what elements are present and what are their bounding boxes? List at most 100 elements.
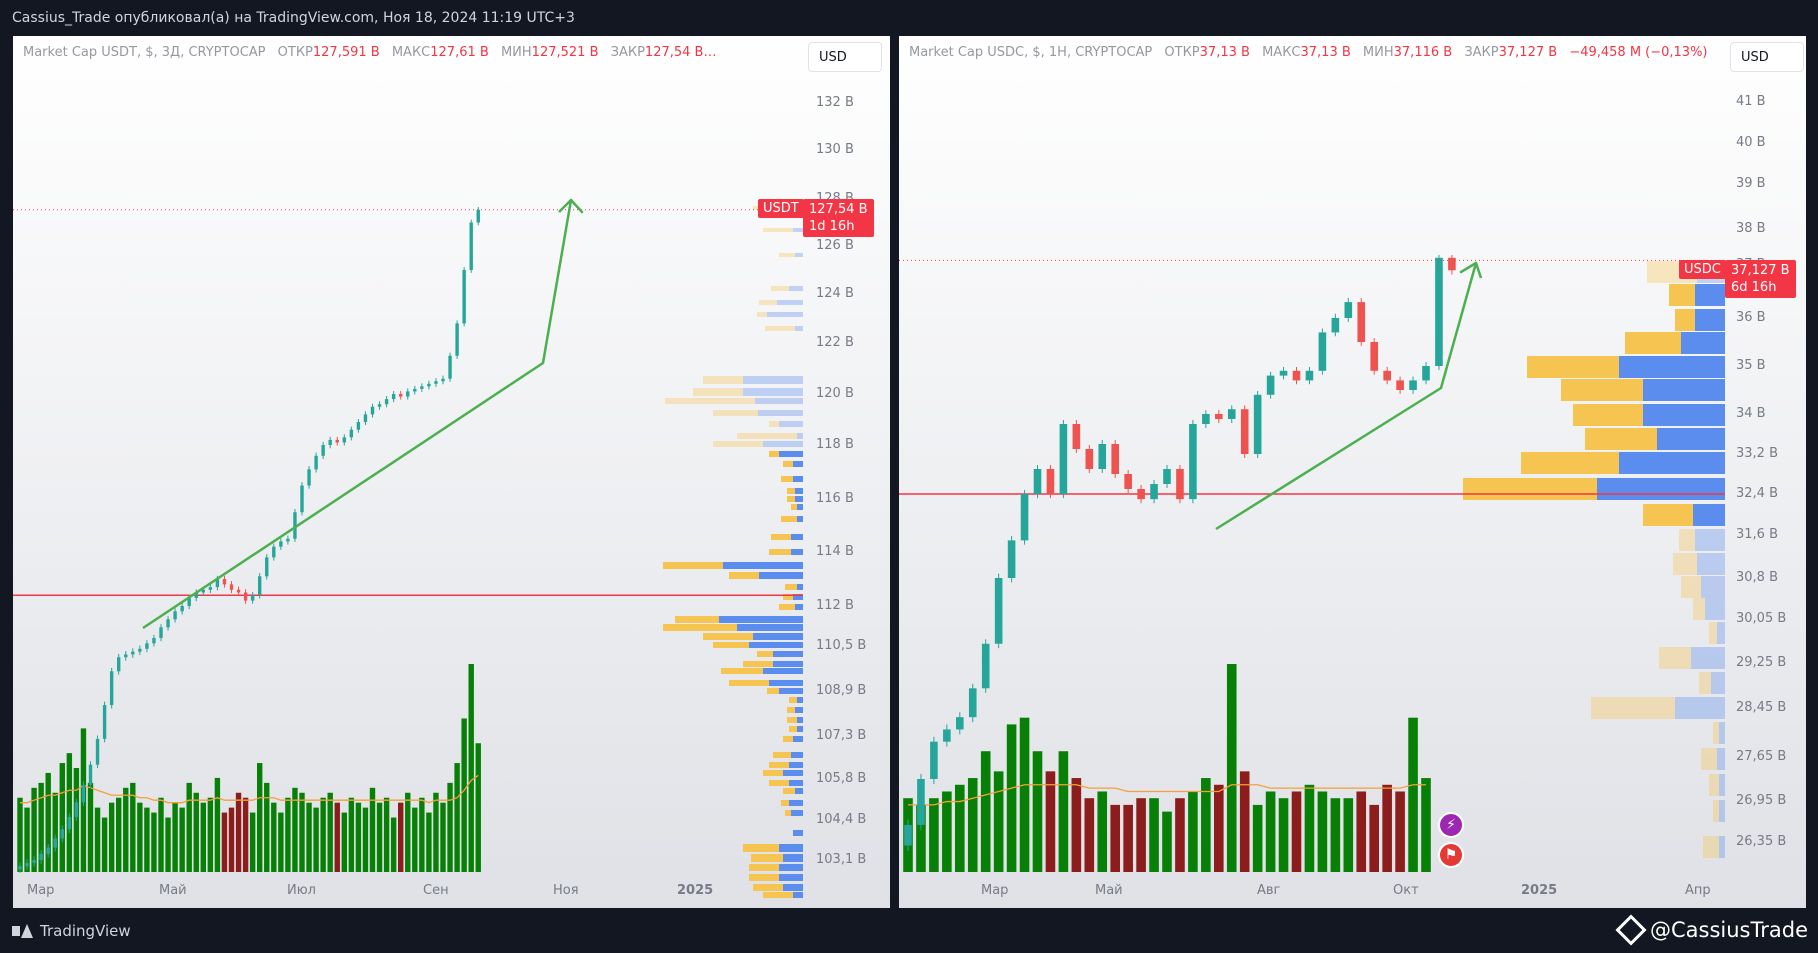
candle-body: [956, 717, 964, 730]
volume-profile-down: [751, 854, 783, 862]
candle-body: [1266, 375, 1275, 395]
candle-body: [1202, 414, 1210, 424]
volume-bar: [419, 797, 425, 872]
chart-panel-usdt[interactable]: Market Cap USDT, $, 3Д, CRYPTOCAP ОТКР12…: [13, 36, 890, 908]
volume-bar: [249, 812, 256, 872]
volume-profile-up: [789, 780, 803, 786]
volume-bar: [355, 802, 362, 872]
chart-canvas-usdt[interactable]: [13, 36, 890, 908]
candle-body: [109, 671, 114, 706]
candle-body: [917, 779, 925, 825]
chart-canvas-usdc[interactable]: [899, 36, 1806, 908]
volume-profile-down: [781, 476, 793, 482]
volume-profile-up: [795, 788, 803, 794]
candle-body: [180, 606, 184, 612]
price-tick-label: 27,65 B: [1736, 749, 1787, 764]
candle-body: [1227, 409, 1236, 419]
candle-body: [391, 394, 396, 400]
currency-button[interactable]: USD: [1730, 42, 1804, 72]
candle-body: [222, 579, 227, 585]
volume-bar: [299, 792, 305, 872]
price-tick-label: 41 B: [1736, 94, 1766, 109]
volume-profile-down: [721, 668, 763, 674]
volume-profile-down: [665, 398, 755, 404]
volume-bar: [1265, 791, 1276, 872]
candle-body: [243, 592, 248, 601]
chart-background: [13, 36, 890, 908]
candle-body: [441, 378, 445, 382]
volume-bar: [1343, 798, 1354, 872]
volume-profile-down: [1669, 284, 1695, 306]
volume-bar: [52, 792, 58, 872]
candle-body: [32, 860, 36, 864]
volume-profile-up: [773, 661, 803, 667]
volume-bar: [468, 664, 474, 872]
candle-body: [1124, 474, 1132, 489]
volume-profile-down: [675, 616, 719, 623]
legend-low-value: 37,116 B: [1393, 45, 1453, 60]
candle-body: [138, 648, 142, 652]
us-flag-event-icon[interactable]: ⚑: [1438, 842, 1464, 868]
volume-profile-up: [795, 253, 803, 257]
series-legend-usdt: Market Cap USDT, $, 3Д, CRYPTOCAP ОТКР12…: [23, 45, 716, 60]
price-tick-label: 108,9 B: [816, 683, 867, 698]
volume-bar: [1058, 751, 1069, 872]
volume-bar: [235, 792, 242, 872]
volume-bar: [94, 807, 101, 872]
candle-body: [1435, 257, 1443, 366]
candle-body: [1020, 494, 1029, 541]
volume-bar: [17, 797, 23, 872]
volume-profile-down: [1463, 478, 1597, 500]
volume-bar: [1421, 778, 1431, 872]
volume-profile-up: [793, 736, 803, 742]
volume-bar: [327, 792, 333, 872]
lightning-event-icon[interactable]: ⚡: [1438, 812, 1464, 838]
volume-bar: [447, 782, 453, 872]
volume-profile-up: [1695, 529, 1725, 551]
currency-button[interactable]: USD: [808, 42, 882, 72]
volume-bar: [1162, 811, 1172, 872]
volume-profile-up: [737, 624, 803, 631]
volume-bar: [362, 807, 369, 872]
candle-body: [18, 866, 22, 870]
volume-profile-up: [1657, 428, 1725, 450]
volume-profile-up: [779, 844, 803, 852]
volume-profile-down: [1701, 748, 1717, 770]
volume-bar: [1278, 798, 1289, 872]
candle-body: [279, 541, 283, 547]
volume-profile-up: [1619, 356, 1725, 378]
volume-profile-down: [787, 496, 795, 502]
volume-profile-up: [1695, 284, 1725, 306]
candle-body: [342, 437, 346, 443]
candle-body: [201, 589, 205, 593]
volume-profile-down: [753, 884, 783, 891]
volume-bar: [242, 797, 249, 872]
candle-body: [286, 538, 290, 542]
symbol-badge-usdt: USDT: [758, 199, 804, 218]
candle-body: [46, 847, 50, 854]
legend-high-value: 37,13 B: [1300, 45, 1351, 60]
volume-bar: [1356, 791, 1367, 872]
volume-profile-down: [789, 697, 797, 703]
volume-bar: [1408, 717, 1418, 872]
volume-bar: [376, 802, 383, 872]
chart-panel-usdc[interactable]: Market Cap USDC, $, 1Н, CRYPTOCAP ОТКР37…: [899, 36, 1806, 908]
candle-body: [117, 657, 121, 672]
volume-profile-up: [797, 516, 803, 522]
volume-profile-down: [769, 762, 789, 768]
brand-name: TradingView: [40, 922, 131, 940]
candle-body: [321, 445, 325, 456]
volume-bar: [278, 812, 284, 872]
volume-profile-up: [1717, 748, 1725, 770]
volume-profile-up: [743, 388, 803, 396]
legend-title: Market Cap USDC, $, 1Н, CRYPTOCAP: [909, 45, 1153, 60]
volume-profile-up: [755, 398, 803, 404]
candle-body: [1344, 302, 1353, 318]
volume-profile-down: [1521, 452, 1619, 474]
tradingview-logo[interactable]: TradingView: [12, 922, 131, 940]
volume-bar: [405, 792, 411, 872]
volume-bar: [1369, 804, 1379, 872]
volume-profile-down: [759, 300, 777, 305]
volume-bar: [929, 798, 939, 872]
volume-profile-up: [793, 594, 803, 600]
